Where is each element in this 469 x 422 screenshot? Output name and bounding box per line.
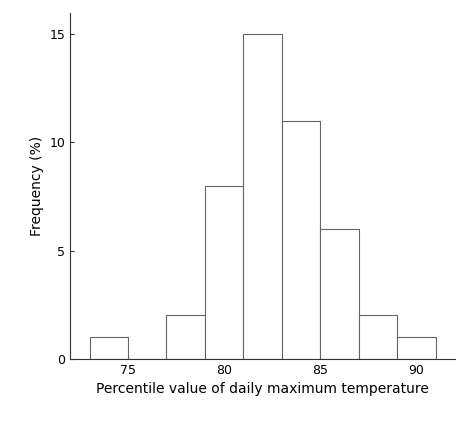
Bar bbox=[243, 34, 282, 359]
Bar bbox=[166, 315, 205, 359]
Bar bbox=[205, 186, 243, 359]
Bar bbox=[90, 337, 128, 359]
Bar bbox=[397, 337, 436, 359]
Bar bbox=[359, 315, 397, 359]
X-axis label: Percentile value of daily maximum temperature: Percentile value of daily maximum temper… bbox=[96, 382, 429, 396]
Y-axis label: Frequency (%): Frequency (%) bbox=[30, 135, 44, 236]
Bar bbox=[320, 229, 359, 359]
Bar bbox=[282, 121, 320, 359]
